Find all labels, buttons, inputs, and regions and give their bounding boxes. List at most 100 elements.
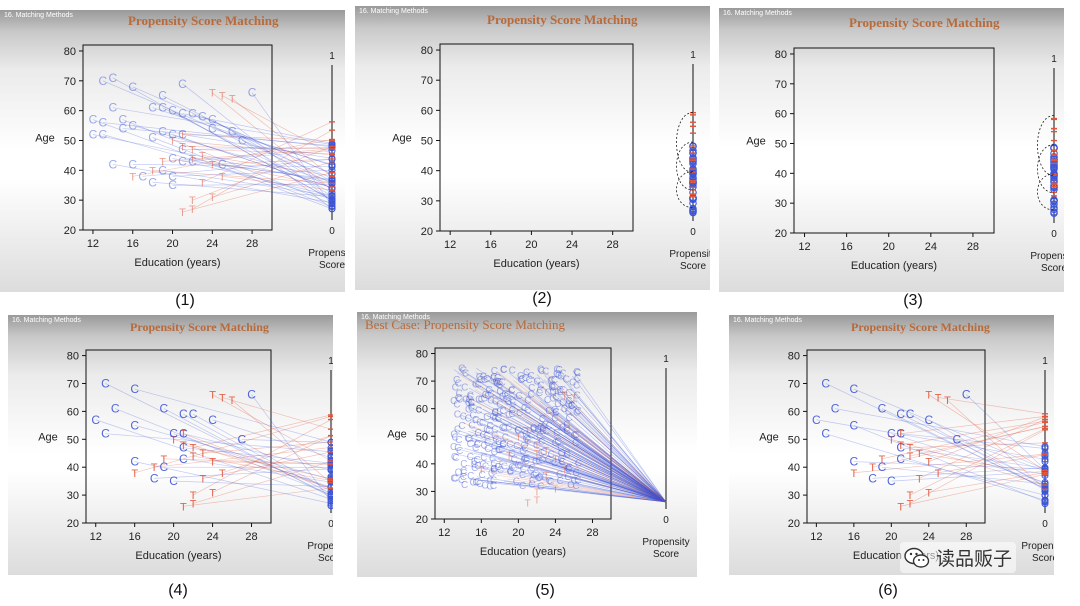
control-point: C — [480, 453, 487, 464]
treated-line — [212, 92, 333, 191]
treated-line — [163, 458, 332, 465]
treated-point: T — [571, 394, 577, 405]
treated-point: T — [179, 207, 186, 219]
treated-line — [192, 158, 333, 188]
control-point: C — [480, 371, 487, 382]
control-point: C — [178, 107, 187, 121]
best-case-line — [475, 400, 667, 503]
treated-line — [202, 451, 332, 479]
control-point: C — [467, 439, 474, 450]
control-point: C — [469, 410, 476, 421]
best-case-line — [465, 396, 667, 503]
treated-line — [134, 416, 332, 474]
control-point: C — [556, 469, 563, 480]
best-case-line — [465, 465, 667, 503]
best-case-line — [552, 423, 667, 503]
treated-point: T — [219, 468, 226, 480]
control-point: C — [450, 429, 457, 440]
control-line — [172, 110, 333, 201]
control-point: C — [519, 470, 526, 481]
control-point: C — [485, 425, 492, 436]
best-case-line — [572, 370, 667, 503]
score-control-mark — [1050, 209, 1058, 217]
control-line — [132, 125, 333, 182]
treated-point: T — [161, 454, 168, 466]
x-tick-label: 12 — [438, 527, 450, 539]
treated-point: T — [170, 434, 177, 446]
score-control-mark — [327, 466, 333, 474]
best-case-line — [480, 451, 667, 503]
y-tick-label: 30 — [67, 490, 79, 502]
control-point: C — [101, 376, 110, 390]
score-control-mark — [1041, 452, 1049, 460]
best-case-line — [546, 420, 667, 503]
control-line — [881, 466, 1046, 485]
best-case-line — [494, 379, 667, 503]
control-line — [835, 408, 1046, 447]
score-control-mark — [689, 142, 697, 151]
control-point: C — [523, 456, 530, 467]
control-point: C — [503, 394, 510, 405]
control-point: C — [179, 452, 188, 466]
control-point: C — [508, 385, 515, 396]
control-point: C — [128, 80, 137, 94]
control-point: C — [542, 366, 549, 377]
treated-point: T — [543, 446, 549, 457]
control-point: C — [821, 427, 830, 441]
control-point: C — [452, 432, 459, 443]
control-point: C — [474, 439, 481, 450]
treated-point: T — [189, 153, 196, 165]
panel-caption: (5) — [535, 582, 555, 599]
control-line — [853, 388, 1046, 470]
control-point: C — [536, 424, 543, 435]
best-case-line — [536, 410, 667, 503]
score-control-mark — [328, 205, 336, 213]
control-point: C — [896, 407, 905, 421]
control-point: C — [575, 459, 582, 470]
control-line — [173, 480, 332, 487]
control-point: C — [490, 458, 497, 469]
panel-header: 16. Matching Methods — [733, 317, 802, 324]
control-point: C — [491, 413, 498, 424]
control-point: C — [924, 413, 933, 427]
best-case-line — [575, 461, 667, 503]
control-point: C — [551, 413, 558, 424]
treated-point: T — [907, 498, 914, 510]
score-control-mark — [1050, 200, 1058, 208]
control-point: C — [471, 433, 478, 444]
control-point: C — [520, 455, 527, 466]
y-tick-label: 80 — [788, 351, 800, 363]
best-case-line — [511, 449, 667, 503]
control-line — [92, 119, 333, 210]
control-point: C — [515, 425, 522, 436]
control-line — [112, 107, 333, 145]
score-axis-label: Score — [318, 553, 333, 564]
control-point: C — [537, 422, 544, 433]
plot-frame — [434, 347, 612, 520]
control-point: C — [148, 175, 157, 189]
control-point: C — [524, 396, 531, 407]
control-point: C — [460, 468, 467, 479]
panel-6: 16. Matching Methods Propensity Score Ma… — [729, 315, 1054, 575]
control-point: C — [490, 464, 497, 475]
score-axis-label: Propensity — [1021, 541, 1054, 552]
best-case-line — [453, 369, 667, 503]
control-point: C — [538, 448, 545, 459]
control-point: C — [481, 394, 488, 405]
control-point: C — [478, 394, 485, 405]
control-point: C — [527, 371, 534, 382]
control-line — [900, 433, 1046, 449]
treated-point: T — [189, 144, 196, 156]
treated-line — [910, 442, 1046, 449]
panel-title: Propensity Score Matching — [130, 320, 269, 334]
control-point: C — [158, 89, 167, 103]
treated-point: T — [478, 465, 484, 476]
treated-line — [928, 394, 1046, 471]
control-line — [900, 447, 1046, 469]
treated-point: T — [209, 457, 216, 469]
control-point: C — [492, 408, 499, 419]
control-line — [172, 183, 333, 186]
chart-svg: 20 30 40 50 60 70 80 12 16 20 24 28 Education (years… — [746, 47, 1064, 274]
control-line — [966, 394, 1046, 470]
control-point: C — [467, 392, 474, 403]
